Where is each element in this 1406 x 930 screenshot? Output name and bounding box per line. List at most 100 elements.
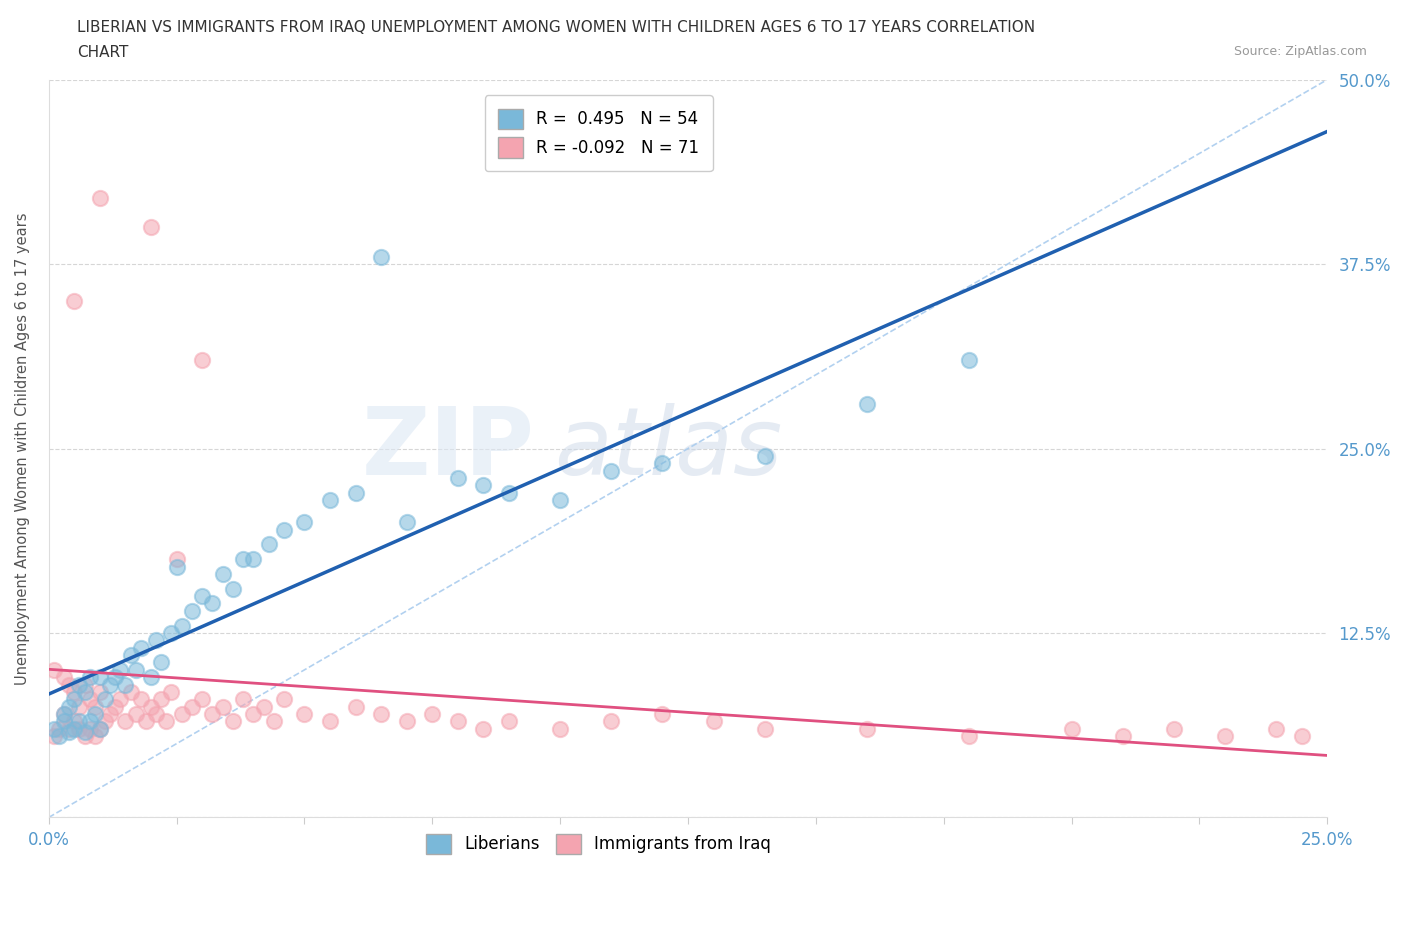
- Point: [294, 515, 316, 530]
- Point: [498, 485, 520, 500]
- Point: [58, 724, 80, 739]
- Point: [114, 714, 136, 729]
- Point: [600, 463, 623, 478]
- Point: [89, 670, 111, 684]
- Point: [957, 729, 980, 744]
- Text: atlas: atlas: [554, 403, 782, 494]
- Point: [1291, 729, 1313, 744]
- Y-axis label: Unemployment Among Women with Children Ages 6 to 17 years: Unemployment Among Women with Children A…: [15, 212, 30, 684]
- Point: [242, 551, 264, 566]
- Point: [257, 537, 280, 551]
- Point: [125, 707, 148, 722]
- Point: [114, 677, 136, 692]
- Point: [420, 707, 443, 722]
- Point: [166, 551, 188, 566]
- Point: [125, 662, 148, 677]
- Point: [232, 692, 254, 707]
- Point: [58, 677, 80, 692]
- Point: [242, 707, 264, 722]
- Legend: Liberians, Immigrants from Iraq: Liberians, Immigrants from Iraq: [419, 827, 778, 861]
- Point: [73, 729, 96, 744]
- Point: [89, 722, 111, 737]
- Point: [63, 722, 86, 737]
- Point: [155, 714, 177, 729]
- Point: [170, 707, 193, 722]
- Point: [856, 397, 879, 412]
- Point: [53, 707, 76, 722]
- Point: [166, 559, 188, 574]
- Point: [53, 670, 76, 684]
- Point: [48, 722, 70, 737]
- Point: [42, 662, 65, 677]
- Point: [252, 699, 274, 714]
- Point: [53, 707, 76, 722]
- Point: [63, 684, 86, 699]
- Point: [89, 722, 111, 737]
- Point: [181, 604, 204, 618]
- Point: [135, 714, 157, 729]
- Point: [1112, 729, 1135, 744]
- Point: [191, 352, 214, 367]
- Point: [222, 581, 245, 596]
- Point: [754, 722, 776, 737]
- Point: [273, 692, 295, 707]
- Point: [472, 478, 495, 493]
- Point: [548, 722, 571, 737]
- Text: ZIP: ZIP: [361, 403, 534, 495]
- Point: [94, 714, 117, 729]
- Point: [472, 722, 495, 737]
- Point: [129, 692, 152, 707]
- Point: [63, 294, 86, 309]
- Point: [79, 670, 101, 684]
- Point: [67, 677, 90, 692]
- Point: [651, 707, 673, 722]
- Point: [395, 714, 418, 729]
- Point: [150, 655, 173, 670]
- Point: [344, 485, 367, 500]
- Point: [48, 729, 70, 744]
- Point: [79, 722, 101, 737]
- Point: [1060, 722, 1083, 737]
- Point: [67, 699, 90, 714]
- Point: [160, 684, 183, 699]
- Point: [856, 722, 879, 737]
- Point: [145, 633, 167, 648]
- Point: [447, 714, 470, 729]
- Point: [370, 249, 392, 264]
- Point: [191, 589, 214, 604]
- Point: [548, 493, 571, 508]
- Point: [191, 692, 214, 707]
- Point: [94, 692, 117, 707]
- Text: CHART: CHART: [77, 45, 129, 60]
- Point: [957, 352, 980, 367]
- Point: [263, 714, 285, 729]
- Point: [67, 722, 90, 737]
- Point: [294, 707, 316, 722]
- Point: [58, 722, 80, 737]
- Point: [170, 618, 193, 633]
- Point: [150, 692, 173, 707]
- Point: [120, 647, 142, 662]
- Point: [79, 714, 101, 729]
- Point: [273, 523, 295, 538]
- Point: [83, 707, 105, 722]
- Point: [129, 640, 152, 655]
- Point: [110, 662, 132, 677]
- Point: [447, 471, 470, 485]
- Text: Source: ZipAtlas.com: Source: ZipAtlas.com: [1233, 45, 1367, 58]
- Point: [232, 551, 254, 566]
- Point: [139, 670, 162, 684]
- Point: [1213, 729, 1236, 744]
- Point: [1163, 722, 1185, 737]
- Point: [83, 729, 105, 744]
- Point: [600, 714, 623, 729]
- Point: [211, 699, 233, 714]
- Point: [104, 699, 127, 714]
- Point: [79, 692, 101, 707]
- Point: [120, 684, 142, 699]
- Point: [98, 677, 121, 692]
- Point: [754, 448, 776, 463]
- Point: [211, 566, 233, 581]
- Point: [89, 191, 111, 206]
- Point: [319, 493, 342, 508]
